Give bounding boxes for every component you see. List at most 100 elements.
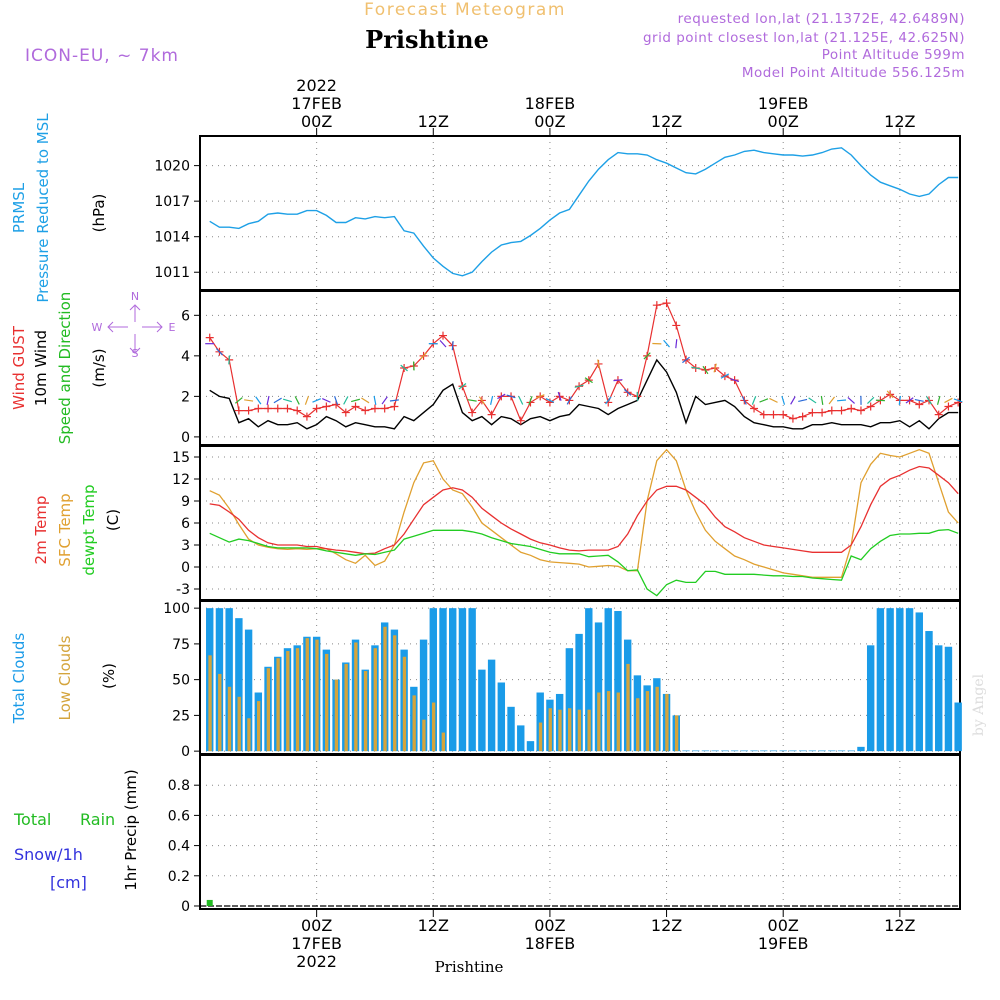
low-cloud-bar [237,696,241,752]
low-cloud-bar [373,648,377,752]
wind-direction-arrow [255,396,262,405]
wind-direction-arrow [518,396,524,405]
gust-point [370,404,379,413]
wind-direction-arrow [294,396,300,405]
low-cloud-bar [208,655,212,752]
total-cloud-bar [575,633,583,752]
wind-direction-arrow [720,373,730,379]
wind-direction-arrow [944,397,953,404]
wind-direction-arrow [497,393,506,400]
total-cloud-bar [429,608,437,752]
total-cloud-bar [449,608,457,752]
total-cloud-bar [468,608,476,752]
gust-point [516,416,525,425]
y-tick-label: 100 [163,601,190,617]
gust-point [390,402,399,411]
x-tick-label-top: 00Z [301,112,332,131]
wind-direction-arrow [451,341,454,351]
y-tick-label: 1011 [154,265,190,281]
gust-point [798,412,807,421]
gust-point [439,331,447,340]
y-tick-label: 50 [172,673,190,689]
x-tick-label-bottom: 18FEB [525,934,576,953]
compass-w: W [92,321,103,334]
low-cloud-bar [431,702,436,752]
low-cloud-bar [402,656,407,752]
low-cloud-bar [558,709,562,752]
wind-direction-arrow [836,399,847,402]
wind-direction-arrow [808,397,817,404]
low-cloud-bar [616,692,620,752]
y-tick-label: 0.4 [168,839,190,855]
total-cloud-bar [818,750,826,752]
total-cloud-bar [711,750,719,752]
low-cloud-bar [645,691,650,752]
pressure-label: PRMSL [10,182,28,233]
x-tick-label-bottom: 00Z [534,916,565,935]
gust-point [351,402,360,411]
chart-title: Prishtine [365,25,489,54]
low-cloud-bar [286,651,290,752]
y-tick-label: 12 [172,472,190,488]
y-tick-label: 6 [181,308,190,324]
low-cloud-bar [626,663,630,752]
gust-point [468,408,477,417]
total-rain-label: Total [13,810,51,829]
x-tick-label-bottom: 12Z [418,916,449,935]
total-cloud-bar [740,750,749,752]
total-cloud-bar [585,608,593,752]
total-cloud-bar [905,608,914,752]
x-tick-label-bottom: 00Z [768,916,799,935]
low-cloud-bar [393,635,397,752]
y-tick-label: 15 [172,450,190,466]
total-cloud-bar [701,750,710,752]
total-cloud-bar [721,750,729,752]
gust-point [750,404,759,413]
total-cloud-bar [536,692,544,752]
gust-point [652,301,661,310]
wind-direction-arrow [953,398,963,403]
wind-direction-arrow [420,352,428,360]
low-cloud-bar [295,648,300,752]
wind-direction-arrow [769,397,778,403]
wind-direction-arrow [228,355,231,365]
compass-e: E [169,321,176,334]
x-tick-label-top: 12Z [418,112,449,131]
gust-point [244,406,253,415]
x-tick-label-bottom: 17FEB [291,934,342,953]
wind-direction-arrow [351,398,361,403]
wind-direction-arrow [244,399,254,402]
gust-point [866,402,875,411]
low-cloud-bar [266,668,271,752]
gust-point [380,404,389,413]
sfc-temp-label: SFC Temp [56,493,74,566]
total-cloud-bar [866,645,875,752]
wind-10m-label: 10m Wind [32,330,50,406]
low-cloud-bar [674,715,679,752]
pressure-label-sub: Pressure Reduced to MSL [34,113,52,303]
gust-point [254,404,263,413]
wind-direction-arrow [867,396,875,404]
total-cloud-bar [507,706,515,752]
total-cloud-bar [419,639,428,752]
total-cloud-bar [847,750,855,752]
wind-direction-arrow [820,395,824,405]
low-cloud-bar [305,638,309,752]
panel-frame-precip [199,754,961,910]
low-cloud-bar [577,709,582,752]
footer-location: Prishtine [435,958,504,976]
x-tick-label-top: 19FEB [758,94,809,113]
wind-direction-arrow [322,398,331,403]
precip-unit-label: 1hr Precip (mm) [122,769,140,890]
total-cloud-bar [935,645,943,752]
wind-direction-arrow [557,391,562,401]
grid-location: grid point closest lon,lat (21.125E, 42.… [643,30,965,46]
low-cloud-bar [334,679,339,752]
wind-direction-arrow [373,395,377,405]
total-cloud-bar [565,648,574,752]
total-cloud-bar [769,750,778,752]
total-cloud-bar [857,746,865,752]
wind-direction-arrow [535,394,545,399]
y-tick-label: 1020 [154,159,190,175]
snow-unit-label: [cm] [50,873,87,892]
